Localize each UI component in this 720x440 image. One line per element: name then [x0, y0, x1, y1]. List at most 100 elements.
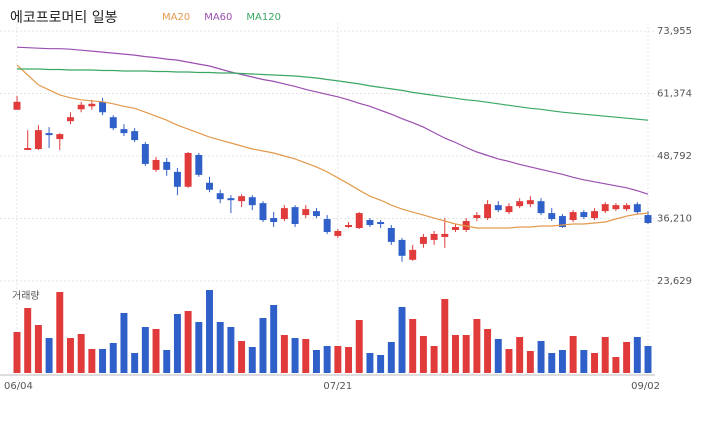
candle-body: [505, 206, 513, 213]
candle-body: [516, 201, 524, 207]
y-tick-label: 36,210: [657, 214, 692, 225]
volume-bar: [633, 337, 641, 373]
volume-bar: [398, 307, 406, 373]
candle-body: [548, 213, 556, 220]
volume-bar: [24, 308, 32, 373]
volume-bar: [184, 311, 192, 373]
candle-body: [473, 215, 481, 219]
candle-body: [623, 205, 631, 210]
candle-body: [612, 205, 620, 210]
volume-bar: [494, 339, 502, 373]
volume-bar: [77, 334, 85, 373]
volume-bar: [612, 357, 620, 373]
volume-bar: [88, 349, 96, 373]
candle-body: [355, 213, 363, 228]
volume-bar: [462, 335, 470, 373]
candle-body: [366, 220, 374, 226]
legend-item: MA120: [246, 12, 281, 23]
candle-body: [569, 212, 577, 221]
candle-body: [537, 201, 545, 214]
volume-bar: [441, 299, 449, 373]
volume-bar: [355, 320, 363, 373]
volume-bar: [644, 346, 652, 373]
volume-bar: [216, 322, 224, 373]
y-tick-label: 73,955: [657, 26, 692, 37]
volume-bar: [569, 336, 577, 373]
candle-body: [56, 134, 64, 140]
volume-bar: [484, 329, 492, 373]
legend-item: MA20: [162, 12, 190, 23]
volume-bar: [291, 338, 299, 373]
candle-body: [409, 249, 417, 260]
volume-bar: [419, 336, 427, 373]
volume-label: 거래량: [12, 290, 40, 302]
candle-body: [270, 218, 278, 223]
candle-body: [99, 101, 107, 113]
volume-bar: [195, 322, 203, 373]
candle-body: [238, 196, 246, 202]
volume-bar: [377, 355, 385, 373]
volume-bar: [387, 342, 395, 373]
candle-body: [558, 216, 566, 227]
moving-average-line: [16, 46, 649, 195]
candle-body: [377, 222, 385, 225]
legend-item: MA60: [204, 12, 232, 23]
volume-bar: [548, 353, 556, 373]
moving-average-line: [16, 64, 649, 229]
volume-bar: [109, 343, 117, 373]
volume-bar: [56, 292, 64, 373]
candle-body: [644, 215, 652, 224]
volume-bar: [45, 338, 53, 373]
candle-body: [141, 144, 149, 164]
candle-body: [77, 104, 85, 110]
candle-body: [526, 200, 534, 205]
candle-body: [280, 208, 288, 220]
y-tick-label: 23,629: [657, 276, 692, 287]
candle-body: [13, 101, 21, 110]
candle-body: [216, 193, 224, 200]
candle-body: [302, 209, 310, 216]
volume-bar: [366, 353, 374, 373]
candle-body: [580, 212, 588, 218]
volume-bar: [452, 335, 459, 373]
candle-body: [227, 198, 235, 201]
candle-body: [259, 203, 267, 221]
candle-body: [184, 152, 192, 187]
volume-bar: [526, 351, 534, 373]
candle-body: [633, 204, 641, 213]
y-tick-label: 48,792: [657, 151, 692, 162]
volume-bar: [323, 346, 331, 373]
candle-body: [345, 225, 353, 227]
candle-body: [601, 204, 609, 212]
candle-body: [195, 154, 203, 175]
candle-body: [120, 129, 128, 134]
candle-body: [45, 133, 53, 136]
chart-title: 에코프로머티 일봉: [10, 10, 118, 26]
volume-bar: [120, 313, 128, 373]
volume-bar: [558, 350, 566, 373]
volume-bar: [516, 337, 524, 373]
moving-average-line: [17, 68, 649, 121]
volume-bar: [280, 335, 288, 373]
volume-bar: [206, 290, 213, 373]
volume-bar: [473, 319, 481, 373]
y-tick-label: 61,374: [657, 88, 692, 99]
candle-body: [163, 161, 171, 170]
candle-body: [291, 207, 299, 225]
candle-body: [419, 236, 427, 244]
volume-bar: [34, 325, 42, 373]
x-tick-label: 07/21: [323, 381, 352, 392]
volume-bar: [409, 319, 417, 373]
volume-bar: [163, 350, 171, 373]
volume-bar: [227, 327, 235, 373]
candle-body: [131, 131, 139, 141]
candle-body: [323, 219, 331, 232]
volume-bar: [152, 329, 160, 373]
candle-body: [452, 226, 459, 230]
volume-bar: [430, 346, 438, 373]
candle-body: [34, 130, 42, 150]
volume-bar: [623, 342, 631, 373]
volume-bar: [131, 353, 139, 373]
volume-bar: [248, 347, 256, 373]
candle-body: [312, 211, 320, 217]
